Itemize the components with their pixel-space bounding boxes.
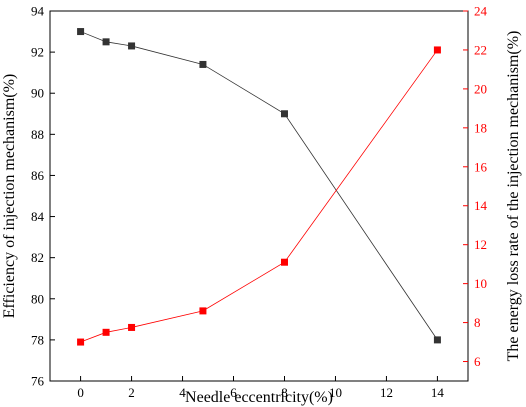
x-tick-label: 4 <box>179 385 186 400</box>
x-tick-label: 6 <box>230 385 237 400</box>
left-y-tick-label: 82 <box>31 250 44 265</box>
right-y-tick-label: 22 <box>474 42 487 57</box>
series-layer <box>77 28 441 346</box>
energy-loss-point <box>280 258 288 266</box>
efficiency-point <box>102 38 110 46</box>
energy-loss-point <box>128 323 136 331</box>
efficiency-series-line <box>80 31 438 341</box>
right-y-tick-label: 10 <box>474 276 487 291</box>
right-y-tick-label: 18 <box>474 120 487 135</box>
left-y-tick-label: 94 <box>31 4 45 19</box>
left-y-tick-label: 84 <box>31 209 45 224</box>
right-y-tick-label: 14 <box>474 198 488 213</box>
left-y-tick-label: 90 <box>31 86 44 101</box>
left-y-tick-label: 80 <box>31 291 44 306</box>
x-axis-ticks: 0 2 4 6 8 10 12 14 <box>77 376 444 400</box>
right-y-axis-title: The energy loss rate of the injection me… <box>505 31 522 362</box>
energy-loss-point <box>77 338 85 346</box>
right-y-axis-ticks: 6 8 10 12 14 16 18 20 22 24 <box>463 4 488 369</box>
energy-loss-point <box>199 307 207 315</box>
efficiency-point <box>280 110 288 118</box>
left-y-tick-label: 78 <box>31 332 44 347</box>
x-tick-label: 12 <box>380 385 393 400</box>
left-y-tick-label: 92 <box>31 45 44 60</box>
plot-frame <box>49 10 469 382</box>
energy-loss-series-line <box>80 49 438 343</box>
x-tick-label: 14 <box>431 385 445 400</box>
left-y-tick-label: 88 <box>31 127 44 142</box>
efficiency-point <box>128 42 136 50</box>
left-y-tick-label: 86 <box>31 168 45 183</box>
x-tick-label: 8 <box>281 385 288 400</box>
efficiency-point <box>199 60 207 68</box>
x-axis-title: Needle eccentricity(%) <box>185 389 333 406</box>
x-tick-label: 0 <box>77 385 84 400</box>
energy-loss-point <box>433 46 441 54</box>
energy-loss-point <box>102 328 110 336</box>
right-y-tick-label: 16 <box>474 159 488 174</box>
right-y-tick-label: 8 <box>474 315 481 330</box>
left-y-axis-ticks: 76 78 80 82 84 86 88 90 92 94 <box>31 4 55 389</box>
x-tick-label: 2 <box>128 385 135 400</box>
left-y-tick-label: 76 <box>31 374 45 389</box>
right-y-tick-label: 24 <box>474 4 488 19</box>
right-y-tick-label: 12 <box>474 237 487 252</box>
right-y-tick-label: 20 <box>474 81 487 96</box>
right-y-tick-label: 6 <box>474 354 481 369</box>
efficiency-point <box>77 28 85 36</box>
efficiency-point <box>433 336 441 344</box>
x-tick-label: 10 <box>329 385 342 400</box>
left-y-axis-title: Efficiency of injection mechanism(%) <box>1 74 18 319</box>
